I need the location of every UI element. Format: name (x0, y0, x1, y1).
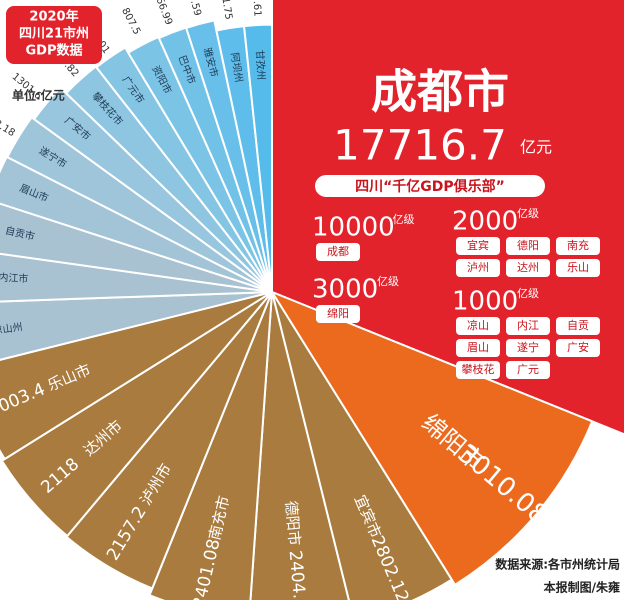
tier-level: 3000 (312, 275, 378, 305)
title-box (6, 6, 102, 64)
wedge (269, 289, 594, 587)
city-pill-label: 遂宁 (517, 340, 539, 354)
wedge (5, 115, 273, 293)
wedge (184, 19, 273, 293)
city-pill-label: 攀枝花 (462, 362, 495, 376)
city-pill-label: 南充 (567, 238, 589, 252)
city-pill (456, 339, 500, 357)
city-pill-label: 广元 (517, 363, 539, 376)
wedge (0, 202, 273, 293)
city-pill (506, 259, 550, 277)
title-line: GDP数据 (26, 43, 83, 59)
city-pill (556, 237, 600, 255)
wedge (271, 291, 454, 600)
tier-unit: 亿级 (517, 287, 539, 300)
city-pill-label: 德阳 (517, 238, 539, 252)
wedge (0, 291, 273, 361)
city-pill (506, 339, 550, 357)
city-label: 阿坝州 (228, 52, 245, 84)
wedge (65, 291, 273, 590)
wedge (0, 291, 273, 461)
wedge (249, 291, 350, 600)
tier-level: 10000 (312, 213, 395, 243)
credit: 本报制图/朱雍 (544, 580, 620, 595)
value-label: 754.59 (183, 0, 203, 17)
city-pill (316, 243, 360, 261)
city-pill (556, 259, 600, 277)
city-pill (506, 317, 550, 335)
value-label: 17716.7 (333, 121, 507, 170)
city-label: 德阳市 (282, 500, 304, 546)
value-label: 766.99 (151, 0, 174, 27)
city-name: 成都市 (371, 65, 509, 119)
city-pill-label: 广安 (567, 340, 589, 354)
club-title: 四川“千亿GDP俱乐部” (355, 178, 505, 195)
value-label: 807.5 (119, 6, 142, 36)
city-pill-label: 达州 (517, 261, 539, 274)
title-line: 2020年 (29, 9, 78, 25)
chengdu-panel: 成都市 17716.7 亿元 四川“千亿GDP俱乐部” 10000亿级成都200… (312, 65, 600, 379)
unit: 单位:亿元 (12, 88, 65, 103)
tier-unit: 亿级 (377, 275, 399, 288)
city-pill (506, 361, 550, 379)
tier-unit: 亿级 (393, 213, 415, 226)
city-pill-label: 内江 (517, 318, 539, 332)
city-pill-label: 眉山 (467, 341, 489, 354)
value-label: 2404.1 (285, 550, 310, 600)
city-pill (456, 361, 500, 379)
city-pill (456, 317, 500, 335)
city-pill-label: 成都 (327, 245, 349, 258)
value-label: 1403.18 (0, 108, 17, 139)
city-pill (456, 259, 500, 277)
wedge (242, 23, 273, 293)
value-label: 411.75 (217, 0, 233, 20)
city-pill-label: 泸州 (467, 261, 489, 274)
city-pill (316, 305, 360, 323)
wedge (0, 291, 273, 538)
wedge (94, 46, 273, 293)
city-pill-label: 乐山 (567, 261, 589, 274)
value-unit: 亿元 (520, 138, 552, 157)
city-pill (556, 317, 600, 335)
city-pill (506, 237, 550, 255)
tier-level: 1000 (452, 287, 518, 317)
city-pill (556, 339, 600, 357)
city-pill (456, 237, 500, 255)
wedge (0, 252, 273, 303)
city-label: 凉山州 (0, 320, 23, 337)
tier-unit: 亿级 (517, 207, 539, 220)
city-pill-label: 凉山 (467, 318, 489, 332)
wedge (126, 35, 273, 293)
city-pill-label: 自贡 (567, 319, 589, 332)
tier-level: 2000 (452, 207, 518, 237)
source: 数据来源:各市州统计局 (495, 557, 620, 572)
wedge (32, 86, 273, 293)
city-label: 内江市 (0, 271, 29, 286)
value-label: 410.61 (250, 0, 263, 17)
city-label: 甘孜州 (253, 50, 268, 81)
title-line: 四川21市州 (19, 26, 89, 42)
city-pill-label: 宜宾 (467, 238, 489, 252)
club-pill (315, 175, 545, 197)
city-pill-label: 绵阳 (327, 306, 349, 320)
